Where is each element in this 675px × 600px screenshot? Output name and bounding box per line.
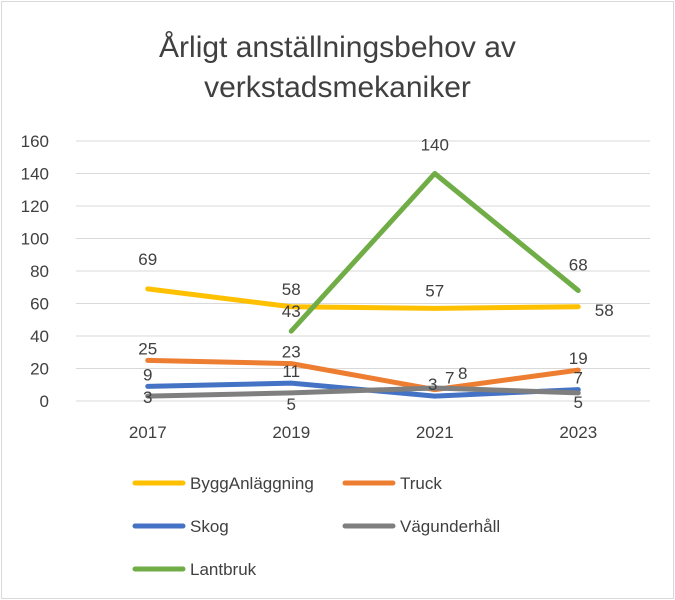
series-line-truck [145,357,581,393]
legend-label-lantbruk: Lantbruk [190,560,257,579]
data-label-vagunderhall: 3 [143,388,152,407]
legend-label-bygganlaggning: ByggAnläggning [190,474,314,493]
series-line-vagunderhall [145,385,581,399]
data-label-bygganlaggning: 58 [282,280,301,299]
data-label-skog: 7 [574,369,583,388]
legend-label-skog: Skog [190,517,229,536]
data-label-truck: 19 [569,349,588,368]
data-label-skog: 9 [143,365,152,384]
y-tick-label: 100 [21,230,49,249]
data-label-bygganlaggning: 57 [425,281,444,300]
y-tick-label: 160 [21,132,49,151]
data-label-skog: 11 [282,362,300,381]
data-label-vagunderhall: 5 [574,393,583,412]
y-tick-label: 60 [30,295,49,314]
chart-title-line-2: verkstadsmekaniker [204,71,471,104]
y-tick-label: 80 [30,262,49,281]
legend-label-vagunderhall: Vägunderhåll [400,517,500,536]
data-label-lantbruk: 140 [421,136,449,155]
x-tick-label: 2021 [416,423,454,442]
y-tick-label: 40 [30,327,49,346]
data-label-bygganlaggning: 58 [595,301,614,320]
chart-title-line-1: Årligt anställningsbehov av [159,31,516,64]
legend-label-truck: Truck [400,474,442,493]
data-label-truck: 7 [445,369,454,388]
data-label-truck: 25 [138,339,157,358]
y-tick-label: 20 [30,360,49,379]
data-label-skog: 3 [428,375,437,394]
data-label-vagunderhall: 5 [287,395,296,414]
data-label-lantbruk: 43 [282,302,301,321]
chart-title: Årligt anställningsbehov av verkstadsmek… [2,28,673,108]
x-tick-label: 2019 [272,423,310,442]
series-line-lantbruk [288,171,581,334]
data-label-vagunderhall: 8 [458,364,467,383]
data-label-truck: 23 [282,343,301,362]
data-label-bygganlaggning: 69 [138,250,157,269]
data-label-lantbruk: 68 [569,256,588,275]
series-line-bygganlaggning [145,286,581,311]
x-tick-label: 2017 [129,423,167,442]
y-tick-label: 140 [21,165,49,184]
x-tick-label: 2023 [559,423,597,442]
y-tick-label: 0 [40,392,49,411]
y-tick-label: 120 [21,197,49,216]
